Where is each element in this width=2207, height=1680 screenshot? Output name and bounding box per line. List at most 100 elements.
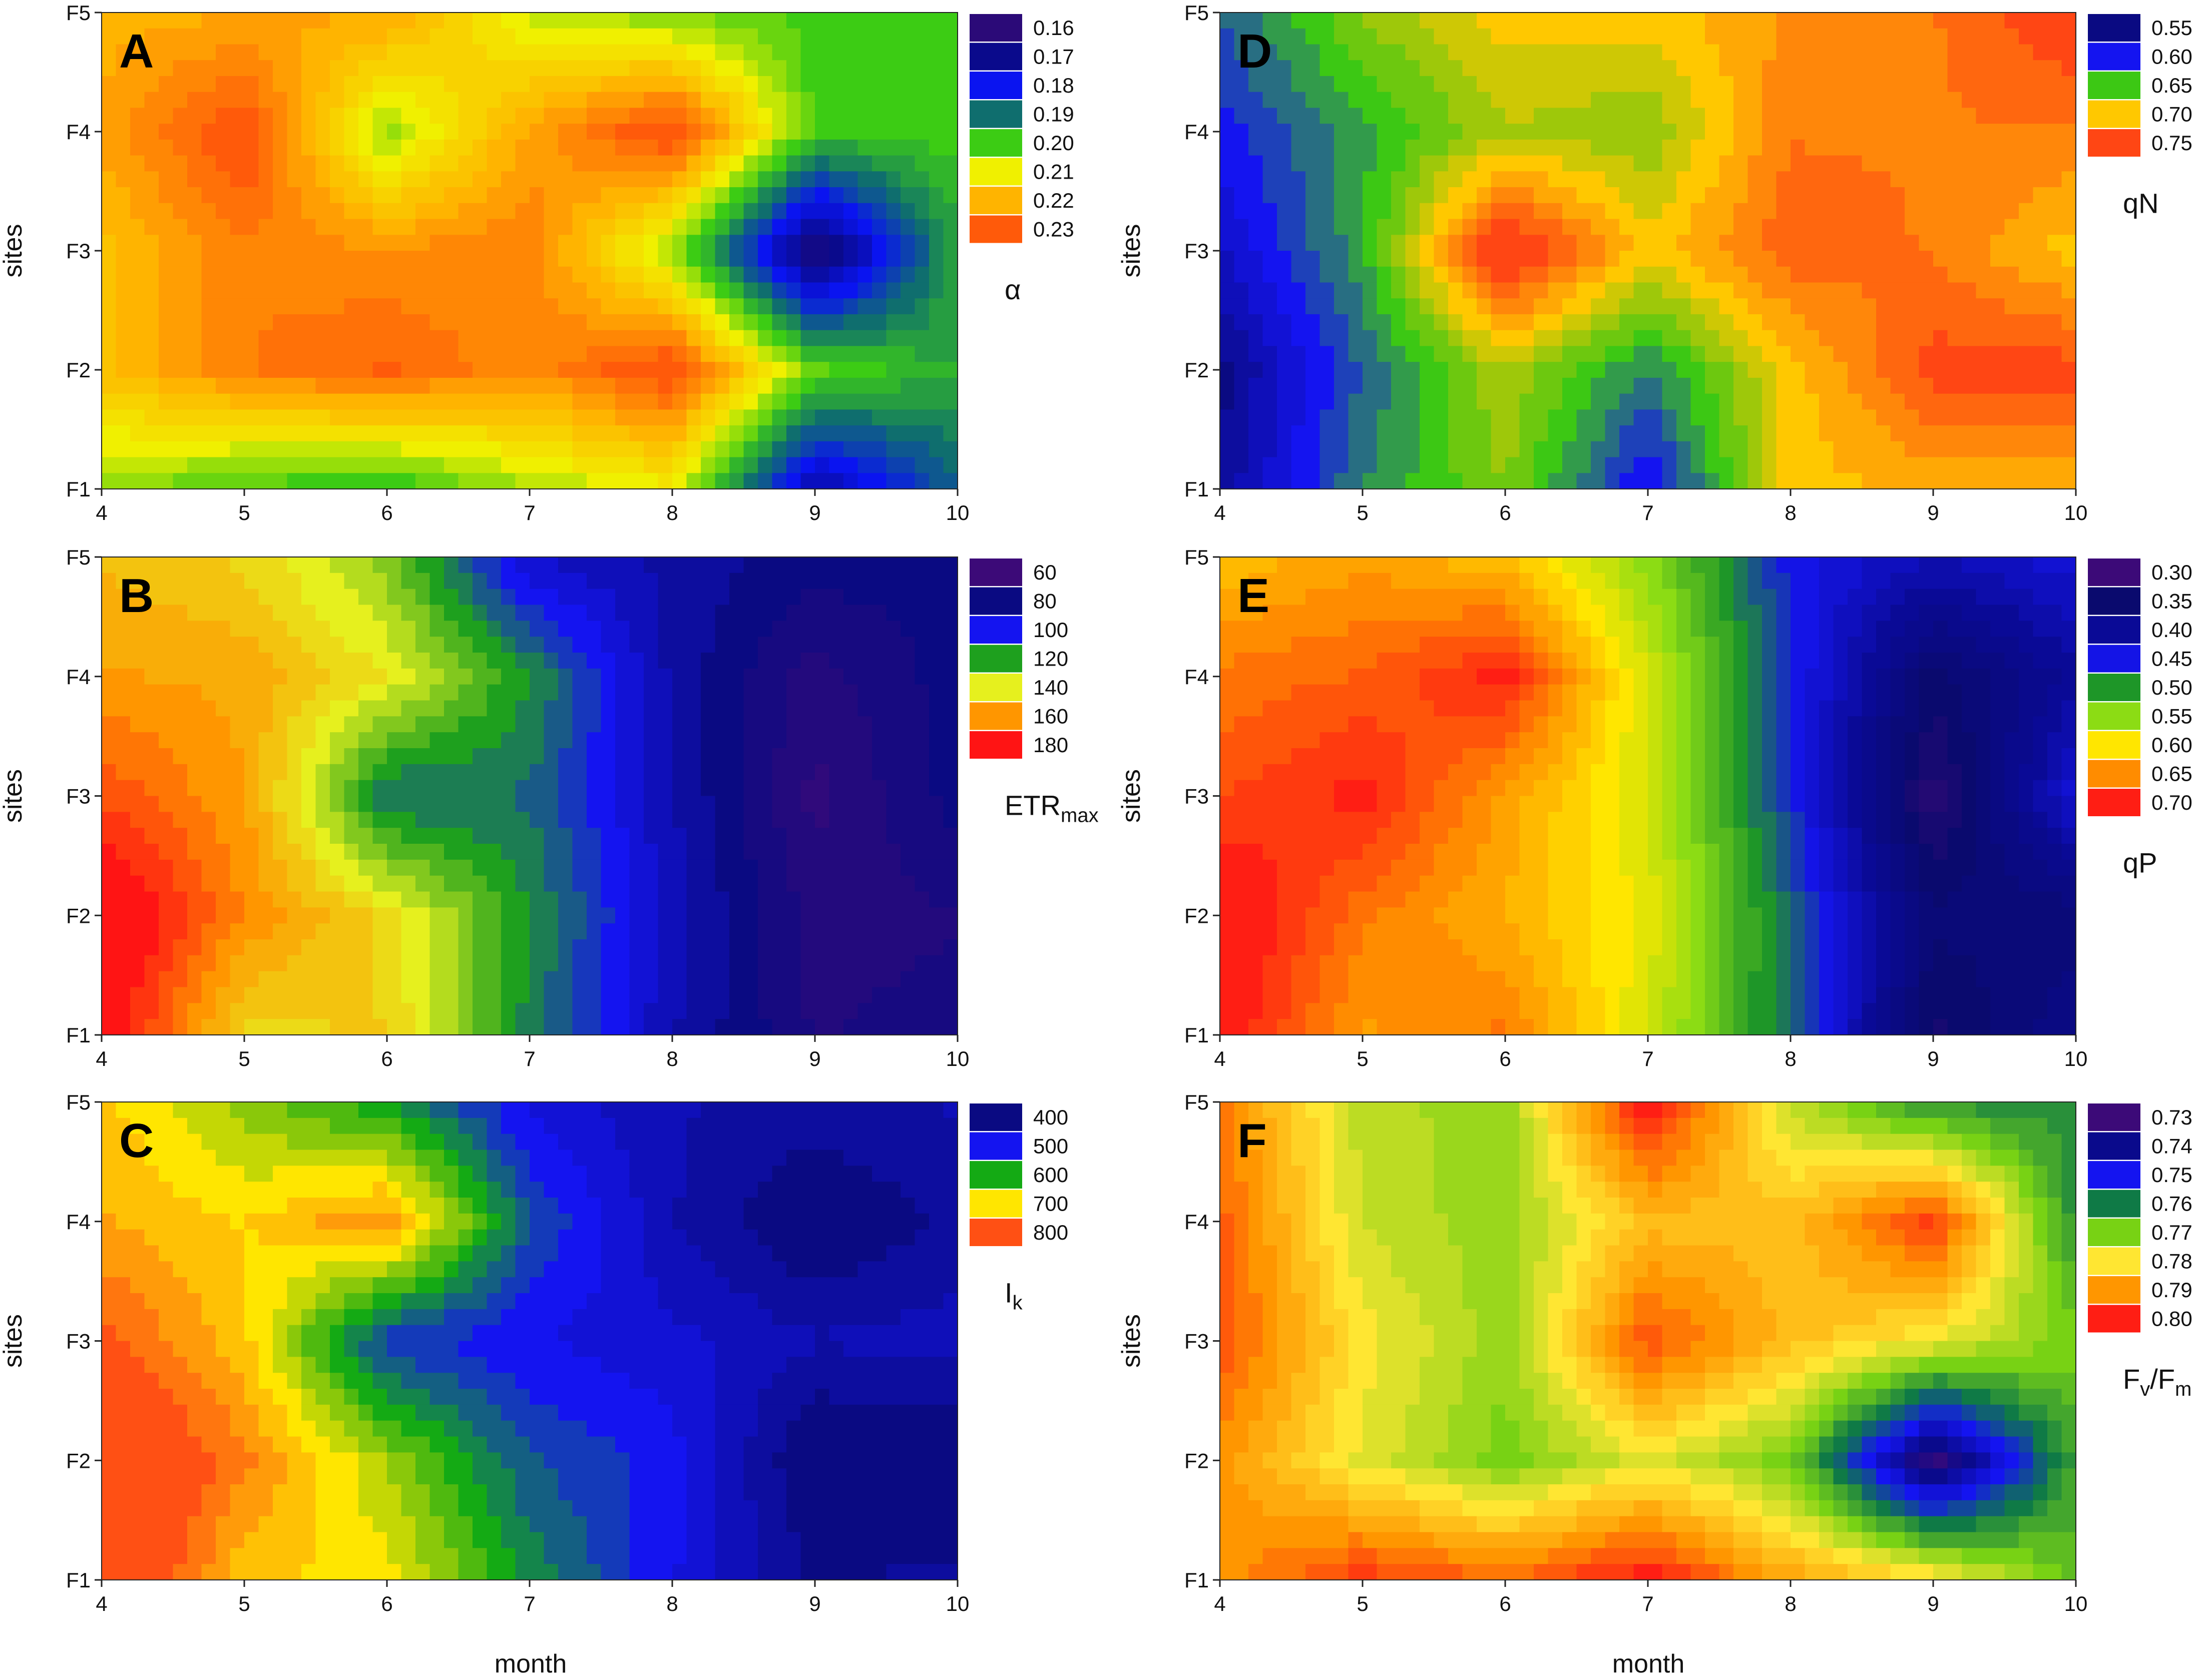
heatmap-cell [786, 124, 801, 140]
heatmap-cell [658, 1436, 673, 1453]
heatmap-cell [572, 1516, 587, 1533]
heatmap-cell [530, 732, 545, 749]
heatmap-cell [644, 637, 659, 653]
heatmap-cell [287, 1468, 302, 1485]
heatmap-cell [287, 1420, 302, 1437]
heatmap-cell [372, 1420, 387, 1437]
heatmap-cell [743, 282, 758, 299]
heatmap-cell [558, 44, 573, 61]
heatmap-cell [415, 1309, 430, 1326]
heatmap-cell [244, 219, 259, 236]
heatmap-cell [230, 203, 245, 220]
heatmap-cell [287, 573, 302, 590]
heatmap-cell [401, 393, 416, 410]
heatmap-cell [701, 700, 716, 717]
heatmap-cell [287, 76, 302, 93]
heatmap-cell [644, 748, 659, 765]
heatmap-cell [387, 573, 402, 590]
heatmap-cell [444, 907, 459, 924]
heatmap-cell [929, 907, 944, 924]
heatmap-cell [530, 330, 545, 347]
heatmap-cell [815, 653, 830, 669]
heatmap-cell [743, 589, 758, 606]
heatmap-cell [287, 282, 302, 299]
heatmap-cell [201, 155, 216, 172]
heatmap-cell [144, 108, 159, 124]
heatmap-cell [515, 60, 530, 77]
heatmap-cell [444, 457, 459, 474]
heatmap-cell [187, 1341, 202, 1358]
heatmap-cell [829, 409, 844, 426]
heatmap-cell [515, 796, 530, 813]
heatmap-cell [401, 748, 416, 765]
heatmap-cell [501, 235, 516, 251]
heatmap-cell [672, 1134, 687, 1151]
heatmap-cell [173, 1389, 188, 1405]
heatmap-cell [216, 139, 231, 156]
heatmap-cell [473, 1357, 488, 1373]
heatmap-cell [102, 700, 117, 717]
heatmap-cell [159, 1117, 174, 1135]
heatmap-cell [786, 748, 801, 765]
heatmap-cell [872, 13, 887, 29]
heatmap-cell [444, 28, 459, 45]
heatmap-cell [216, 716, 231, 733]
heatmap-cell [287, 13, 302, 29]
heatmap-cell [572, 1357, 587, 1373]
heatmap-cell [473, 1166, 488, 1182]
heatmap-cell [572, 124, 587, 140]
heatmap-cell [515, 187, 530, 204]
heatmap-cell [344, 1019, 359, 1035]
heatmap-cell [344, 1357, 359, 1373]
heatmap-cell [701, 796, 716, 813]
heatmap-cell [800, 907, 815, 924]
heatmap-cell [786, 764, 801, 781]
heatmap-cell [758, 605, 773, 622]
heatmap-cell [330, 605, 345, 622]
heatmap-cell [230, 1452, 245, 1469]
heatmap-cell [572, 907, 587, 924]
heatmap-cell [458, 557, 473, 574]
heatmap-cell [216, 330, 231, 347]
heatmap-cell [473, 1404, 488, 1421]
heatmap-cell [244, 473, 259, 489]
heatmap-cell [301, 1564, 316, 1580]
heatmap-cell [401, 330, 416, 347]
heatmap-cell [629, 939, 644, 956]
heatmap-cell [116, 621, 131, 637]
heatmap-cell [758, 171, 773, 188]
heatmap-cell [943, 28, 958, 45]
heatmap-cell [501, 1373, 516, 1389]
heatmap-cell [872, 700, 887, 717]
heatmap-cell [273, 1548, 288, 1564]
heatmap-cell [572, 1389, 587, 1405]
heatmap-cell [230, 235, 245, 251]
heatmap-cell [130, 891, 145, 908]
heatmap-cell [144, 1182, 159, 1198]
heatmap-cell [686, 987, 701, 1004]
heatmap-cell [315, 637, 330, 653]
heatmap-cell [429, 393, 445, 410]
heatmap-cell [629, 668, 644, 685]
heatmap-cell [915, 589, 930, 606]
heatmap-cell [216, 780, 231, 797]
heatmap-cell [315, 1468, 330, 1485]
heatmap-cell [943, 139, 958, 156]
heatmap-cell [102, 748, 117, 765]
heatmap-cell [701, 1229, 716, 1246]
heatmap-cell [173, 377, 188, 394]
heatmap-cell [729, 732, 744, 749]
heatmap-cell [530, 780, 545, 797]
heatmap-cell [815, 235, 830, 251]
heatmap-cell [601, 939, 616, 956]
heatmap-cell [587, 1564, 602, 1580]
heatmap-cell [487, 1357, 502, 1373]
heatmap-cell [315, 1198, 330, 1214]
heatmap-cell [473, 266, 488, 283]
heatmap-cell [672, 1389, 687, 1405]
heatmap-cell [558, 1003, 573, 1019]
heatmap-cell [130, 939, 145, 956]
heatmap-cell [601, 441, 616, 458]
heatmap-cell [686, 621, 701, 637]
heatmap-cell [130, 1484, 145, 1501]
